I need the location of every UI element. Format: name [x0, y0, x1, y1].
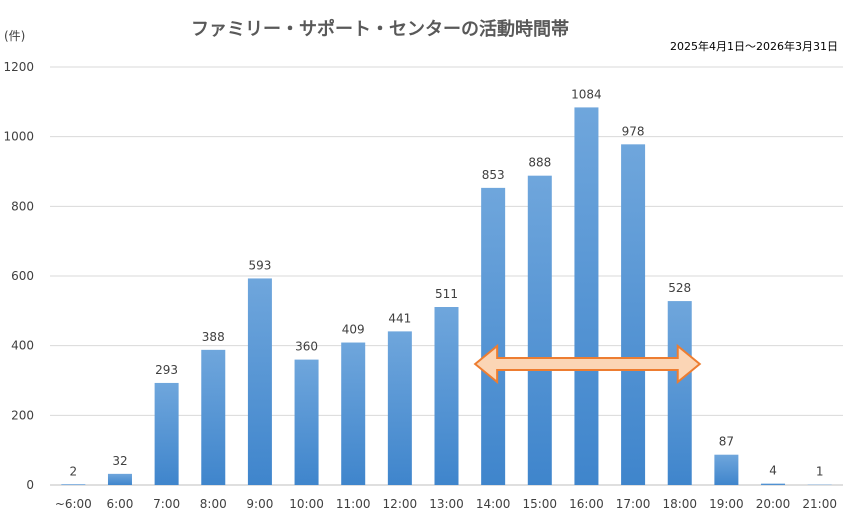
- bar: [481, 187, 506, 485]
- y-tick-label: 400: [11, 339, 34, 353]
- bar: [387, 331, 412, 485]
- chart-subtitle: 2025年4月1日〜2026年3月31日: [670, 39, 838, 53]
- chart-title: ファミリー・サポート・センターの活動時間帯: [191, 18, 569, 40]
- x-tick-label: 12:00: [383, 497, 418, 511]
- data-label: 2: [70, 464, 78, 478]
- x-tick-label: 19:00: [709, 497, 744, 511]
- x-tick-label: 17:00: [616, 497, 651, 511]
- x-tick-label: 14:00: [476, 497, 511, 511]
- y-tick-label: 800: [11, 199, 34, 213]
- x-tick-label: 6:00: [106, 497, 133, 511]
- data-label: 978: [622, 124, 645, 138]
- x-tick-label: 15:00: [522, 497, 557, 511]
- data-label: 593: [248, 258, 271, 272]
- x-tick-label: 9:00: [246, 497, 273, 511]
- data-label: 388: [202, 330, 225, 344]
- bar: [107, 473, 132, 485]
- y-tick-label: 600: [11, 269, 34, 283]
- x-tick-label: 18:00: [662, 497, 697, 511]
- x-tick-label: 10:00: [289, 497, 324, 511]
- y-tick-label: 1200: [3, 60, 34, 74]
- y-tick-label: 200: [11, 408, 34, 422]
- y-tick-label: 0: [26, 478, 34, 492]
- bar: [714, 454, 739, 485]
- bar: [621, 144, 646, 485]
- x-tick-label: 11:00: [336, 497, 371, 511]
- data-label: 4: [769, 464, 777, 478]
- double-arrow-annotation: [473, 343, 702, 385]
- bar: [201, 349, 226, 485]
- bar: [761, 483, 786, 485]
- data-label: 853: [482, 168, 505, 182]
- bar: [667, 301, 692, 485]
- data-label: 87: [719, 435, 734, 449]
- data-label: 888: [528, 156, 551, 170]
- x-tick-label: 21:00: [802, 497, 837, 511]
- y-axis-unit: (件): [4, 29, 25, 43]
- x-tick-label: 8:00: [200, 497, 227, 511]
- data-label: 360: [295, 340, 318, 354]
- data-label: 293: [155, 363, 178, 377]
- data-label: 528: [668, 281, 691, 295]
- bar: [247, 278, 272, 485]
- bar: [61, 484, 86, 485]
- x-tick-label: ~6:00: [55, 497, 92, 511]
- data-label: 1: [816, 465, 824, 479]
- y-tick-label: 1000: [3, 130, 34, 144]
- data-label: 409: [342, 323, 365, 337]
- bar: [154, 382, 179, 485]
- bar: [341, 342, 366, 485]
- data-label: 1084: [571, 87, 602, 101]
- bar: [527, 175, 552, 485]
- bar: [434, 307, 459, 485]
- data-label: 441: [388, 311, 411, 325]
- x-tick-label: 7:00: [153, 497, 180, 511]
- bar: [294, 359, 319, 485]
- x-tick-label: 13:00: [429, 497, 464, 511]
- bar: [574, 107, 599, 485]
- x-tick-label: 20:00: [756, 497, 791, 511]
- x-tick-label: 16:00: [569, 497, 604, 511]
- data-label: 511: [435, 287, 458, 301]
- data-label: 32: [112, 454, 127, 468]
